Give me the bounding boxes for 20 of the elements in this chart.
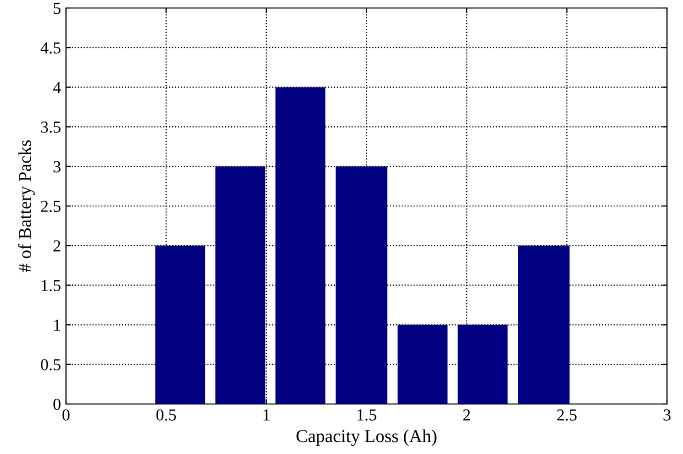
y-tick-label: 3 <box>54 161 60 172</box>
x-tick-label: 2.5 <box>557 409 577 421</box>
y-tick-label: 2 <box>54 240 60 252</box>
y-axis-title: # of Battery Packs <box>18 140 35 272</box>
x-tick-label: 0.5 <box>156 409 176 421</box>
x-tick-label: 2 <box>463 409 470 420</box>
y-tick-label: 2.5 <box>41 200 60 212</box>
y-tick-label: 3.5 <box>41 122 60 133</box>
y-tick-label: 1 <box>54 320 60 331</box>
x-tick-label: 1 <box>264 409 270 420</box>
y-tick-label: 0 <box>53 398 61 410</box>
x-axis-title: Capacity Loss (Ah) <box>296 430 436 446</box>
y-tick-label: 4 <box>53 82 61 93</box>
x-tick-label: 1.5 <box>358 409 376 421</box>
x-tick-label: 3 <box>664 409 671 421</box>
y-tick-label: 5 <box>54 2 60 14</box>
y-tick-label: 1.5 <box>42 280 60 292</box>
y-tick-label: 0.5 <box>40 359 60 370</box>
y-tick-label: 4.5 <box>40 42 60 54</box>
x-tick-label: 0 <box>62 409 70 421</box>
